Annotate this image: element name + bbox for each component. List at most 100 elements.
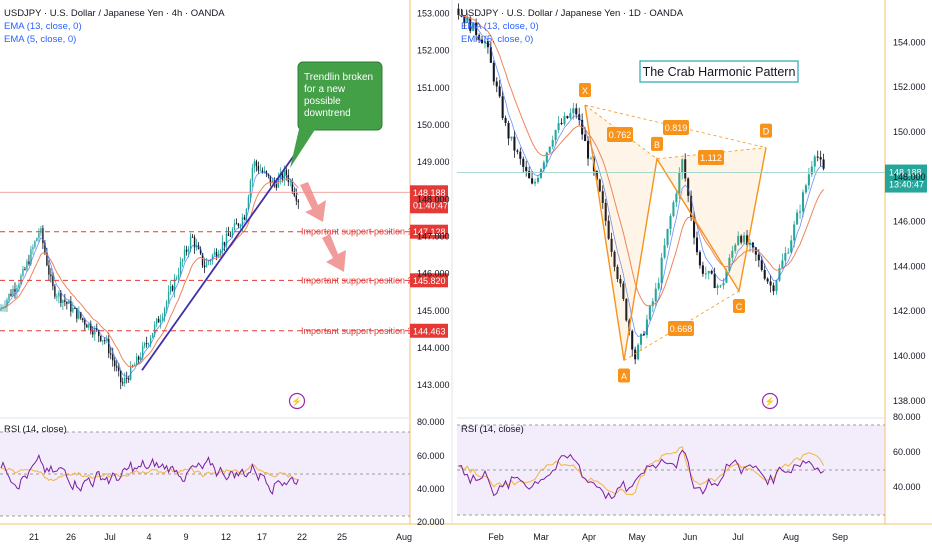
right-x-tick: May <box>628 532 646 542</box>
left-candle-body <box>260 170 261 171</box>
left-candle-body <box>36 238 37 241</box>
right-candle-body <box>587 141 589 158</box>
left-rsi-tick: 40.000 <box>417 484 445 494</box>
right-candle-body <box>793 224 795 240</box>
left-candle-body <box>182 259 183 262</box>
callout-text-line: downtrend <box>304 108 351 119</box>
left-candle-body <box>24 269 25 270</box>
left-candle-body <box>112 355 113 361</box>
left-candle-body <box>284 170 285 179</box>
right-candle-body <box>669 216 671 229</box>
left-candle-body <box>18 284 19 288</box>
right-candle-body <box>664 245 666 257</box>
right-candle-body <box>513 137 515 151</box>
left-candle-body <box>72 308 73 312</box>
right-x-tick: Sep <box>832 532 848 542</box>
right-candle-body <box>569 113 571 118</box>
right-candle-body <box>758 255 760 261</box>
right-y-tick: 146.000 <box>893 217 926 227</box>
right-candle-body <box>555 130 557 140</box>
right-x-tick: Feb <box>488 532 504 542</box>
left-candle-body <box>120 371 121 383</box>
left-candle-body <box>158 319 159 323</box>
right-candle-body <box>590 158 592 159</box>
right-rsi-band <box>457 425 885 515</box>
left-candle-body <box>10 294 11 296</box>
right-candle-body <box>781 261 783 269</box>
left-candle-body <box>252 168 253 181</box>
left-candle-body <box>62 300 63 303</box>
left-candle-body <box>276 184 277 188</box>
right-legend: USDJPY · U.S. Dollar / Japanese Yen · 1D… <box>461 7 683 46</box>
right-candle-body <box>457 9 459 15</box>
down-arrow-2 <box>322 234 346 272</box>
left-candle-body <box>8 294 9 300</box>
support-label-3: Important support position 3 <box>301 326 413 336</box>
left-candle-body <box>48 265 49 274</box>
right-y-tick: 142.000 <box>893 306 926 316</box>
left-candle-body <box>54 286 55 296</box>
right-candle-body <box>717 286 719 288</box>
left-candle-body <box>52 276 53 286</box>
left-rsi-tick: 20.000 <box>417 517 445 527</box>
left-candle-body <box>154 324 155 333</box>
point-D-label: D <box>763 127 770 137</box>
right-candle-body <box>814 157 816 167</box>
left-candle-body <box>176 278 177 279</box>
right-candle-body <box>696 238 698 253</box>
left-candle-body <box>104 340 105 341</box>
right-ema5-label[interactable]: EMA (5, close, 0) <box>461 33 683 46</box>
left-candle-body <box>208 261 209 262</box>
right-x-tick: Mar <box>533 532 549 542</box>
left-candle-body <box>14 289 15 292</box>
right-candle-body <box>496 82 498 87</box>
right-candle-body <box>561 123 563 124</box>
left-candle-body <box>228 233 229 235</box>
left-candle-body <box>236 223 237 224</box>
right-candle-body <box>510 137 512 139</box>
right-candle-body <box>823 159 825 168</box>
left-ema5-label[interactable]: EMA (5, close, 0) <box>4 33 225 46</box>
right-candle-body <box>649 306 651 320</box>
left-ema13-line <box>1 179 298 367</box>
left-y-tick: 145.000 <box>417 306 450 316</box>
right-candle-body <box>534 182 536 184</box>
right-ema13-label[interactable]: EMA (13, close, 0) <box>461 20 683 33</box>
left-x-tick: Jul <box>104 532 116 542</box>
left-candle-body <box>290 181 291 182</box>
left-y-tick: 153.000 <box>417 8 450 18</box>
point-A-label: A <box>621 371 627 381</box>
left-candle-body <box>64 300 65 302</box>
right-candle-body <box>661 258 663 283</box>
callout-pointer <box>290 125 316 168</box>
left-candle-body <box>144 343 145 346</box>
ratio-label-1: 0.762 <box>609 130 632 140</box>
down-arrow-1 <box>300 182 326 222</box>
left-candle-body <box>38 233 39 238</box>
right-y-tick: 140.000 <box>893 351 926 361</box>
lightning-icon-glyph: ⚡ <box>764 396 775 408</box>
left-candle-body <box>186 250 187 252</box>
left-candle-body <box>152 333 153 338</box>
left-candle-body <box>162 317 163 320</box>
left-candle-body <box>124 378 125 383</box>
left-x-tick: 26 <box>66 532 76 542</box>
right-candle-body <box>672 202 674 216</box>
left-rsi-tick: 60.000 <box>417 451 445 461</box>
left-candle-body <box>286 170 287 175</box>
right-candle-body <box>720 285 722 286</box>
support-label-2: Important support position 2 <box>301 275 413 285</box>
right-candle-body <box>784 253 786 261</box>
left-candle-body <box>234 223 235 229</box>
left-rsi-tick: 80.000 <box>417 417 445 427</box>
right-candle-body <box>770 282 772 286</box>
left-y-tick: 148.000 <box>417 194 450 204</box>
left-candle-body <box>168 292 169 302</box>
right-candle-body <box>708 271 710 273</box>
left-candle-body <box>102 340 103 341</box>
right-candle-body <box>775 281 777 292</box>
right-candle-body <box>714 274 716 288</box>
right-candle-body <box>658 283 660 289</box>
right-candle-body <box>764 270 766 279</box>
left-ema13-label[interactable]: EMA (13, close, 0) <box>4 20 225 33</box>
